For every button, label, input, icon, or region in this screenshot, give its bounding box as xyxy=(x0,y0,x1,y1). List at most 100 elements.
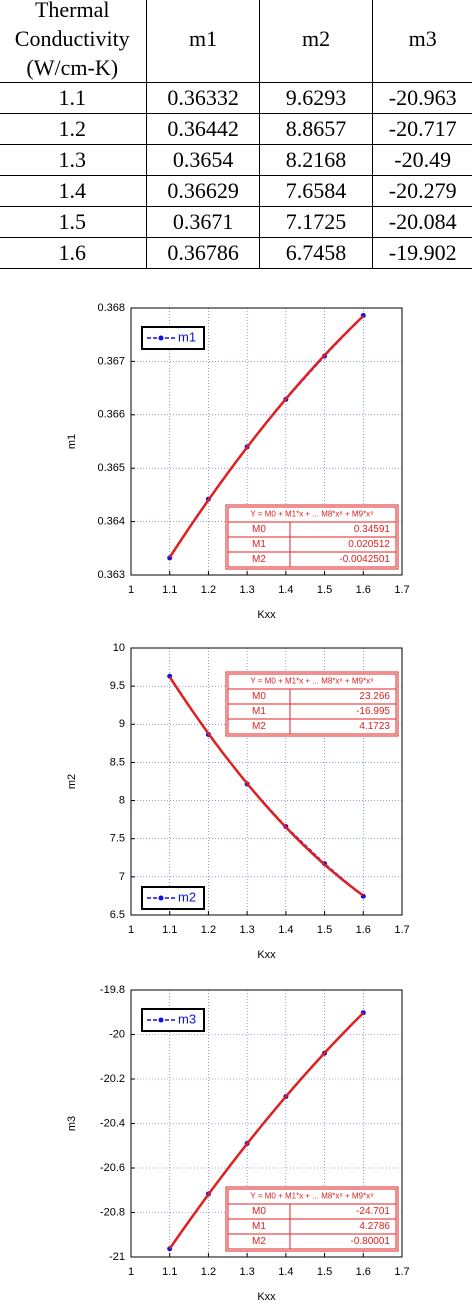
x-axis-label: Kxx xyxy=(257,1291,276,1303)
fit-value: -0.80001 xyxy=(351,1236,391,1247)
x-axis-label: Kxx xyxy=(257,949,276,961)
legend-label: m3 xyxy=(178,1011,196,1026)
fit-term: M2 xyxy=(252,721,266,732)
y-axis-label: m2 xyxy=(66,774,78,789)
table-cell: -20.084 xyxy=(372,206,472,238)
fit-value: -0.0042501 xyxy=(339,554,390,565)
fit-title: Y = M0 + M1*x + ... M8*x⁸ + M9*x⁹ xyxy=(250,510,373,519)
y-tick-label: -21 xyxy=(109,1251,125,1263)
table-cell: 1.3 xyxy=(0,144,148,176)
table-cell: -20.279 xyxy=(372,175,472,207)
table-cell: 0.36786 xyxy=(146,237,260,269)
y-tick-label: -20.4 xyxy=(100,1117,125,1129)
x-tick-label: 1.1 xyxy=(162,1266,177,1278)
data-table: Thermal Conductivity (W/cm-K) m1 m2 m3 1.1 0.… xyxy=(0,0,472,269)
fit-value: -24.701 xyxy=(356,1206,390,1217)
table-cell: 0.3654 xyxy=(146,144,260,176)
fit-term: M2 xyxy=(252,554,266,565)
table-row: 1.4 0.36629 7.6584 -20.279 xyxy=(0,175,472,207)
table-row: 1.6 0.36786 6.7458 -19.902 xyxy=(0,237,472,269)
y-tick-label: 9.5 xyxy=(110,680,125,692)
table-cell: m3 xyxy=(372,0,472,83)
table-cell: -19.902 xyxy=(372,237,472,269)
fit-title: Y = M0 + M1*x + ... M8*x⁸ + M9*x⁹ xyxy=(250,677,373,686)
x-tick-label: 1.1 xyxy=(162,584,177,596)
x-tick-label: 1.7 xyxy=(394,584,409,596)
y-tick-label: 0.363 xyxy=(97,569,125,581)
legend-label: m1 xyxy=(178,329,196,344)
fit-value: 4.1723 xyxy=(359,721,390,732)
table-cell: 0.36442 xyxy=(146,113,260,145)
x-tick-label: 1.5 xyxy=(317,584,332,596)
fit-term: M0 xyxy=(252,691,266,702)
table-cell: 6.7458 xyxy=(258,237,374,269)
x-tick-label: 1.5 xyxy=(317,924,332,936)
fit-term: M1 xyxy=(252,539,266,550)
legend-marker xyxy=(158,1017,164,1023)
y-tick-label: 0.367 xyxy=(97,355,125,367)
table-row: 1.5 0.3671 7.1725 -20.084 xyxy=(0,206,472,238)
plot-frame xyxy=(130,647,403,916)
table-cell: m2 xyxy=(258,0,374,83)
table-cell: 0.36332 xyxy=(146,82,260,114)
x-tick-label: 1.3 xyxy=(239,584,254,596)
x-tick-label: 1.3 xyxy=(239,924,254,936)
fit-title: Y = M0 + M1*x + ... M8*x⁸ + M9*x⁹ xyxy=(250,1192,373,1201)
y-tick-label: 10 xyxy=(113,642,125,654)
fit-value: 0.020512 xyxy=(348,539,390,550)
x-tick-label: 1.5 xyxy=(317,1266,332,1278)
x-tick-label: 1.6 xyxy=(356,924,371,936)
x-tick-label: 1 xyxy=(128,924,134,936)
y-tick-label: 0.365 xyxy=(97,462,125,474)
x-tick-label: 1 xyxy=(128,584,134,596)
plot-frame xyxy=(130,307,403,576)
x-tick-label: 1.2 xyxy=(201,1266,216,1278)
x-tick-label: 1.7 xyxy=(394,1266,409,1278)
fit-value: 4.2786 xyxy=(359,1221,390,1232)
table-cell: Thermal Conductivity (W/cm-K) xyxy=(0,0,148,83)
fit-term: M0 xyxy=(252,524,266,535)
y-tick-label: -20.2 xyxy=(100,1073,125,1085)
table-cell: -20.963 xyxy=(372,82,472,114)
table-cell: 7.6584 xyxy=(258,175,374,207)
fit-term: M1 xyxy=(252,1221,266,1232)
x-tick-label: 1.3 xyxy=(239,1266,254,1278)
y-tick-label: 8.5 xyxy=(110,756,125,768)
x-axis-label: Kxx xyxy=(257,609,276,621)
x-tick-label: 1.7 xyxy=(394,924,409,936)
fit-value: 23.266 xyxy=(359,691,390,702)
table-cell: 1.5 xyxy=(0,206,148,238)
x-tick-label: 1.2 xyxy=(201,924,216,936)
y-tick-label: 6.5 xyxy=(110,909,125,921)
table-cell: 1.4 xyxy=(0,175,148,207)
y-tick-label: 9 xyxy=(119,718,125,730)
legend-marker xyxy=(158,895,164,901)
x-tick-label: 1 xyxy=(128,1266,134,1278)
header-row: Thermal Conductivity (W/cm-K) m1 m2 m3 xyxy=(0,0,472,83)
y-tick-label: -19.8 xyxy=(100,984,125,996)
x-tick-label: 1.6 xyxy=(356,1266,371,1278)
table-cell: 1.6 xyxy=(0,237,148,269)
y-tick-label: 0.364 xyxy=(97,516,125,528)
table-cell: -20.717 xyxy=(372,113,472,145)
x-tick-label: 1.2 xyxy=(201,584,216,596)
fit-curve xyxy=(168,315,365,559)
table-cell: 1.1 xyxy=(0,82,148,114)
y-tick-label: -20 xyxy=(109,1028,125,1040)
y-tick-label: -20.6 xyxy=(100,1162,125,1174)
y-tick-label: 7 xyxy=(119,871,125,883)
x-tick-label: 1.6 xyxy=(356,584,371,596)
fit-value: -16.995 xyxy=(356,706,390,717)
fit-term: M1 xyxy=(252,706,266,717)
x-tick-label: 1.4 xyxy=(278,1266,293,1278)
x-tick-label: 1.4 xyxy=(278,584,293,596)
table-row: 1.2 0.36442 8.8657 -20.717 xyxy=(0,113,472,145)
legend-marker xyxy=(158,335,164,341)
table-cell: m1 xyxy=(146,0,260,83)
fit-curve xyxy=(168,1012,365,1250)
legend-label: m2 xyxy=(178,889,196,904)
table-cell: -20.49 xyxy=(372,144,472,176)
fit-term: M0 xyxy=(252,1206,266,1217)
